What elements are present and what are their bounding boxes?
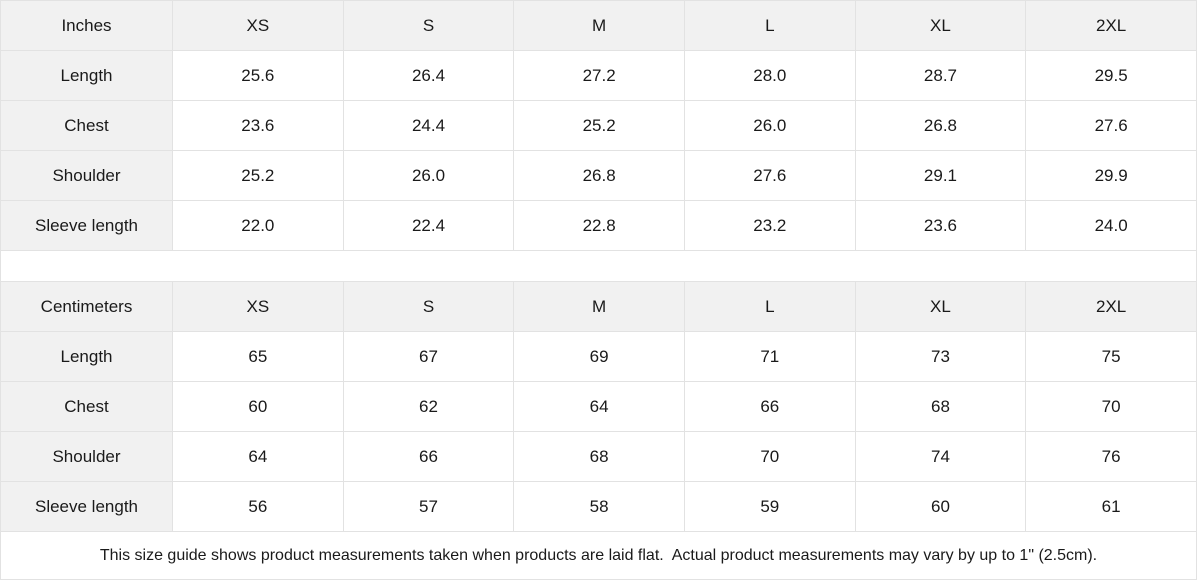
value-cell: 69 [513, 331, 685, 382]
value-cell: 76 [1025, 431, 1197, 482]
value-cell: 27.6 [1025, 100, 1197, 151]
size-table-inches: Inches XS S M L XL 2XL Length 25.6 26.4 27.2 28.0 28… [0, 0, 1197, 251]
value-cell: 68 [513, 431, 685, 482]
row-label-cell: Shoulder [0, 150, 173, 201]
value-cell: 70 [1025, 381, 1197, 432]
size-header-cell: S [342, 281, 515, 332]
size-header-cell: XL [854, 0, 1027, 51]
value-cell: 60 [854, 481, 1027, 532]
value-cell: 23.2 [683, 200, 856, 251]
value-cell: 22.4 [342, 200, 515, 251]
value-cell: 64 [513, 381, 685, 432]
value-cell: 27.2 [513, 50, 685, 101]
size-header-cell: M [513, 0, 685, 51]
size-guide-note: This size guide shows product measuremen… [0, 532, 1197, 580]
value-cell: 25.6 [172, 50, 344, 101]
value-cell: 28.0 [683, 50, 856, 101]
value-cell: 23.6 [854, 200, 1027, 251]
measurement-row: Chest 60 62 64 66 68 70 [0, 381, 1197, 432]
row-label-cell: Sleeve length [0, 200, 173, 251]
size-header-cell: XL [854, 281, 1027, 332]
value-cell: 60 [172, 381, 344, 432]
value-cell: 57 [342, 481, 515, 532]
value-cell: 61 [1025, 481, 1197, 532]
size-header-cell: 2XL [1025, 0, 1197, 51]
row-label-cell: Shoulder [0, 431, 173, 482]
value-cell: 59 [683, 481, 856, 532]
measurement-row: Length 25.6 26.4 27.2 28.0 28.7 29.5 [0, 50, 1197, 101]
value-cell: 26.0 [683, 100, 856, 151]
value-cell: 66 [342, 431, 515, 482]
measurement-row: Sleeve length 22.0 22.4 22.8 23.2 23.6 24.0 [0, 200, 1197, 251]
value-cell: 25.2 [172, 150, 344, 201]
measurement-row: Length 65 67 69 71 73 75 [0, 331, 1197, 382]
value-cell: 29.9 [1025, 150, 1197, 201]
size-header-cell: L [683, 0, 856, 51]
value-cell: 24.4 [342, 100, 515, 151]
value-cell: 29.1 [854, 150, 1027, 201]
measurement-row: Sleeve length 56 57 58 59 60 61 [0, 481, 1197, 532]
size-header-cell: S [342, 0, 515, 51]
value-cell: 28.7 [854, 50, 1027, 101]
measurement-row: Chest 23.6 24.4 25.2 26.0 26.8 27.6 [0, 100, 1197, 151]
value-cell: 22.0 [172, 200, 344, 251]
row-label-cell: Length [0, 331, 173, 382]
value-cell: 22.8 [513, 200, 685, 251]
value-cell: 25.2 [513, 100, 685, 151]
size-header-cell: XS [172, 281, 344, 332]
value-cell: 66 [683, 381, 856, 432]
value-cell: 26.4 [342, 50, 515, 101]
value-cell: 24.0 [1025, 200, 1197, 251]
value-cell: 74 [854, 431, 1027, 482]
size-header-cell: L [683, 281, 856, 332]
header-row: Inches XS S M L XL 2XL [0, 0, 1197, 51]
size-table-centimeters: Centimeters XS S M L XL 2XL Length 65 67 69 71 73 75 C… [0, 281, 1197, 532]
value-cell: 71 [683, 331, 856, 382]
value-cell: 75 [1025, 331, 1197, 382]
value-cell: 73 [854, 331, 1027, 382]
value-cell: 56 [172, 481, 344, 532]
value-cell: 58 [513, 481, 685, 532]
measurement-row: Shoulder 64 66 68 70 74 76 [0, 431, 1197, 482]
value-cell: 27.6 [683, 150, 856, 201]
unit-header-cell: Centimeters [0, 281, 173, 332]
row-label-cell: Length [0, 50, 173, 101]
value-cell: 26.0 [342, 150, 515, 201]
row-label-cell: Sleeve length [0, 481, 173, 532]
value-cell: 26.8 [854, 100, 1027, 151]
value-cell: 23.6 [172, 100, 344, 151]
value-cell: 68 [854, 381, 1027, 432]
value-cell: 64 [172, 431, 344, 482]
row-label-cell: Chest [0, 381, 173, 432]
value-cell: 67 [342, 331, 515, 382]
row-label-cell: Chest [0, 100, 173, 151]
measurement-row: Shoulder 25.2 26.0 26.8 27.6 29.1 29.9 [0, 150, 1197, 201]
size-header-cell: M [513, 281, 685, 332]
size-header-cell: XS [172, 0, 344, 51]
value-cell: 29.5 [1025, 50, 1197, 101]
table-gap [0, 251, 1197, 281]
value-cell: 70 [683, 431, 856, 482]
value-cell: 62 [342, 381, 515, 432]
size-header-cell: 2XL [1025, 281, 1197, 332]
unit-header-cell: Inches [0, 0, 173, 51]
value-cell: 65 [172, 331, 344, 382]
value-cell: 26.8 [513, 150, 685, 201]
header-row: Centimeters XS S M L XL 2XL [0, 281, 1197, 332]
